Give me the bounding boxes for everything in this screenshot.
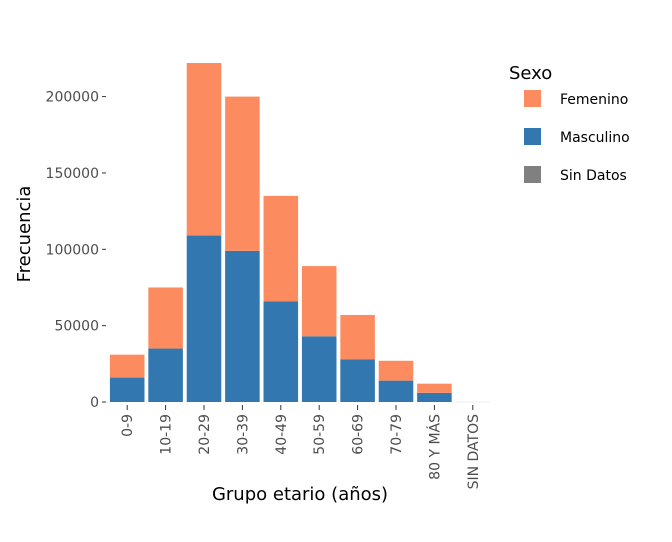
legend-swatch-masculino (524, 128, 541, 145)
bar-masculino-10-19 (148, 348, 183, 402)
legend-swatch-femenino (524, 90, 541, 107)
bar-masculino-30-39 (225, 250, 260, 402)
y-axis: 0 50000 100000 150000 200000 (46, 90, 106, 411)
x-tick-label-sin-datos: SIN DATOS (466, 414, 482, 490)
x-tick-label-40-49: 40-49 (274, 414, 290, 455)
bar-femenino-10-19 (148, 287, 183, 349)
bar-masculino-20-29 (186, 235, 222, 402)
bar-masculino-40-49 (263, 301, 299, 402)
legend-label-sin-datos: Sin Datos (560, 168, 627, 184)
legend: Sexo Femenino Masculino Sin Datos (509, 63, 630, 184)
legend-title: Sexo (509, 63, 552, 84)
bar-masculino-70-79 (378, 380, 414, 402)
x-tick-label-70-79: 70-79 (389, 414, 405, 455)
y-tick-label: 0 (90, 395, 99, 411)
x-tick-label-60-69: 60-69 (351, 414, 367, 455)
x-tick-label-10-19: 10-19 (159, 414, 175, 455)
bar-femenino-50-59 (301, 266, 337, 337)
y-tick-label: 50000 (54, 319, 99, 335)
x-tick-label-0-9: 0-9 (120, 414, 136, 437)
bar-femenino-80-y-mas (417, 383, 452, 393)
legend-swatch-sin-datos (524, 166, 541, 183)
legend-label-masculino: Masculino (560, 130, 630, 146)
bar-masculino-80-y-mas (417, 392, 452, 402)
bar-masculino-0-9 (109, 377, 145, 402)
x-axis-title: Grupo etario (años) (212, 484, 388, 505)
y-axis-title: Frecuencia (14, 186, 35, 283)
bar-femenino-20-29 (186, 63, 222, 236)
x-tick-label-20-29: 20-29 (197, 414, 213, 455)
bar-femenino-60-69 (340, 314, 375, 360)
bar-femenino-0-9 (109, 354, 145, 378)
y-tick-label: 100000 (46, 242, 99, 258)
x-tick-label-80-y-mas: 80 Y MÁS (426, 414, 443, 480)
x-axis: 0-9 10-19 20-29 30-39 40-49 50-59 60-69 70-79 80… (120, 405, 482, 489)
x-tick-label-30-39: 30-39 (235, 414, 251, 455)
bar-femenino-70-79 (378, 360, 414, 381)
legend-label-femenino: Femenino (560, 92, 628, 108)
y-tick-label: 150000 (46, 166, 99, 182)
y-tick-label: 200000 (46, 90, 99, 106)
x-tick-label-50-59: 50-59 (312, 414, 328, 455)
bar-masculino-60-69 (340, 359, 375, 402)
bar-femenino-30-39 (225, 96, 260, 251)
bars-layer (109, 63, 491, 403)
bar-femenino-40-49 (263, 195, 299, 302)
bar-masculino-50-59 (301, 336, 337, 402)
